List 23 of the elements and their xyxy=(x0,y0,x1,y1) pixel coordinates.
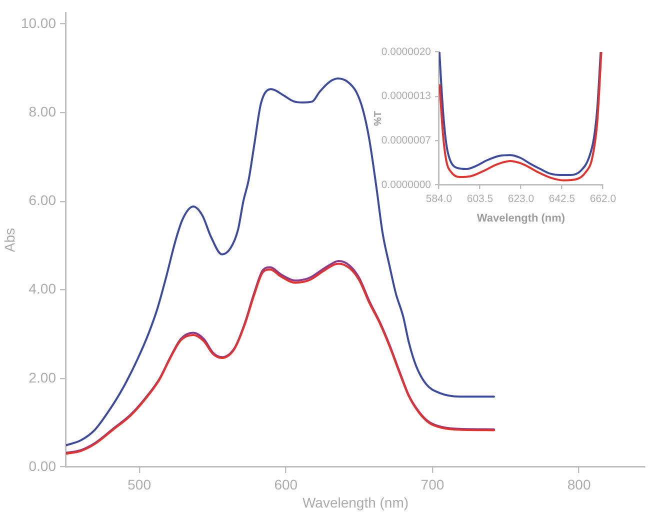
y-tick-label: 8.00 xyxy=(28,104,56,120)
y-axis-title: Abs xyxy=(1,228,18,252)
x-axis-title: Wavelength (nm) xyxy=(302,494,409,510)
y-axis-title: %T xyxy=(372,111,384,126)
y-tick-label: 2.00 xyxy=(28,369,56,386)
x-tick-label: 623.0 xyxy=(508,193,534,206)
x-tick-label: 603.5 xyxy=(466,193,494,206)
x-tick-label: 584.0 xyxy=(426,193,452,206)
x-tick-label: 800 xyxy=(567,476,591,492)
x-tick-label: 500 xyxy=(128,476,152,492)
x-tick-label: 662.0 xyxy=(590,193,616,206)
y-tick-label: 0.0000013 xyxy=(381,90,432,102)
y-tick-label: 4.00 xyxy=(28,280,56,297)
y-tick-label: 0.0000007 xyxy=(381,134,432,147)
x-axis-title: Wavelength (nm) xyxy=(476,212,566,224)
y-tick-label: 0.00 xyxy=(28,458,56,474)
y-tick-label: 10.00 xyxy=(20,14,56,31)
x-tick-label: 642.5 xyxy=(548,193,576,206)
x-tick-label: 700 xyxy=(420,476,444,492)
x-tick-label: 600 xyxy=(274,476,298,492)
y-tick-label: 6.00 xyxy=(28,192,56,208)
y-tick-label: 0.0000000 xyxy=(381,178,432,191)
y-tick-label: 0.0000020 xyxy=(381,46,432,58)
